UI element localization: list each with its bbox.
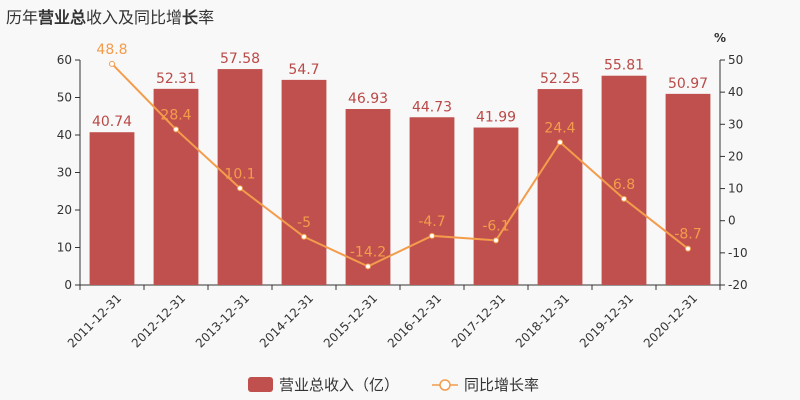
x-tick-label: 2013-12-31 bbox=[193, 291, 252, 350]
title-part-3: 长 bbox=[182, 8, 199, 27]
bar bbox=[345, 109, 391, 285]
title-part-1: 营业总 bbox=[38, 8, 87, 27]
growth-line bbox=[111, 63, 689, 268]
y-right-tick-label: 50 bbox=[728, 53, 743, 67]
bar bbox=[537, 89, 583, 285]
growth-point bbox=[429, 232, 435, 239]
y-right-tick-label: -20 bbox=[728, 278, 748, 292]
bar bbox=[217, 69, 263, 285]
y-right-unit: % bbox=[714, 31, 726, 45]
y-right-tick-label: 10 bbox=[728, 182, 743, 196]
legend-line-marker bbox=[439, 379, 451, 391]
title-part-2: 收入及同比增 bbox=[86, 8, 183, 27]
y-left-tick-label: 30 bbox=[57, 166, 72, 180]
bar bbox=[473, 127, 519, 285]
x-tick-label: 2020-12-31 bbox=[641, 291, 700, 350]
growth-point bbox=[685, 245, 691, 252]
growth-value-label: -4.7 bbox=[418, 214, 445, 230]
x-tick-label: 2015-12-31 bbox=[321, 291, 380, 350]
x-tick-label: 2012-12-31 bbox=[129, 291, 188, 350]
y-left-tick-label: 10 bbox=[57, 241, 72, 255]
bar bbox=[409, 117, 455, 285]
bar-value-label: 50.97 bbox=[668, 76, 708, 92]
legend-bar-label: 营业总收入（亿） bbox=[279, 376, 399, 394]
growth-value-label: -5 bbox=[297, 215, 311, 231]
x-tick-label: 2017-12-31 bbox=[449, 291, 508, 350]
bar-value-label: 46.93 bbox=[348, 91, 388, 107]
legend-bar-swatch bbox=[248, 377, 273, 392]
chart-title: 历年营业总收入及同比增长率 bbox=[6, 4, 214, 28]
growth-point bbox=[109, 60, 115, 67]
y-left-tick-label: 40 bbox=[57, 128, 72, 142]
bar-value-label: 52.25 bbox=[540, 71, 580, 87]
x-tick-label: 2018-12-31 bbox=[513, 291, 572, 350]
growth-point bbox=[237, 185, 243, 192]
y-left-tick-label: 60 bbox=[57, 53, 72, 67]
bar-value-label: 54.7 bbox=[288, 62, 319, 78]
bar bbox=[601, 75, 647, 286]
growth-value-label: 24.4 bbox=[544, 120, 575, 136]
bar-value-label: 55.81 bbox=[604, 58, 644, 74]
bar-value-label: 44.73 bbox=[412, 99, 452, 115]
y-left-tick-label: 50 bbox=[57, 91, 72, 105]
growth-point bbox=[365, 263, 371, 270]
bar bbox=[281, 79, 327, 285]
bar bbox=[153, 88, 199, 286]
growth-value-label: -14.2 bbox=[350, 244, 386, 260]
growth-value-label: 28.4 bbox=[160, 107, 191, 123]
growth-point bbox=[301, 233, 307, 240]
x-tick-label: 2019-12-31 bbox=[577, 291, 636, 350]
y-left-tick-label: 20 bbox=[57, 203, 72, 217]
y-right-tick-label: 30 bbox=[728, 117, 743, 131]
y-right-tick-label: 20 bbox=[728, 149, 743, 163]
legend-line-label: 同比增长率 bbox=[464, 376, 539, 394]
growth-point bbox=[557, 139, 563, 146]
bar bbox=[665, 93, 711, 285]
growth-value-label: 6.8 bbox=[613, 177, 635, 193]
x-tick-label: 2016-12-31 bbox=[385, 291, 444, 350]
growth-value-label: 48.8 bbox=[96, 42, 127, 58]
x-tick-label: 2014-12-31 bbox=[257, 291, 316, 350]
bar-value-label: 41.99 bbox=[476, 110, 516, 126]
y-right-tick-label: 40 bbox=[728, 85, 743, 99]
title-part-0: 历年 bbox=[6, 8, 39, 27]
y-right-tick-label: 0 bbox=[728, 214, 736, 228]
bar-value-label: 52.31 bbox=[156, 71, 196, 87]
bar-value-label: 57.58 bbox=[220, 51, 260, 67]
growth-value-label: -6.1 bbox=[482, 218, 509, 234]
x-tick-label: 2011-12-31 bbox=[65, 291, 124, 350]
growth-point bbox=[493, 237, 499, 244]
growth-point bbox=[173, 126, 179, 133]
growth-value-label: 10.1 bbox=[224, 166, 255, 182]
title-part-4: 率 bbox=[198, 8, 215, 27]
bar-value-label: 40.74 bbox=[92, 114, 132, 130]
y-left-tick-label: 0 bbox=[64, 278, 72, 292]
growth-point bbox=[621, 195, 627, 202]
y-right-tick-label: -10 bbox=[728, 246, 748, 260]
bar bbox=[89, 132, 135, 285]
growth-value-label: -8.7 bbox=[674, 227, 701, 243]
